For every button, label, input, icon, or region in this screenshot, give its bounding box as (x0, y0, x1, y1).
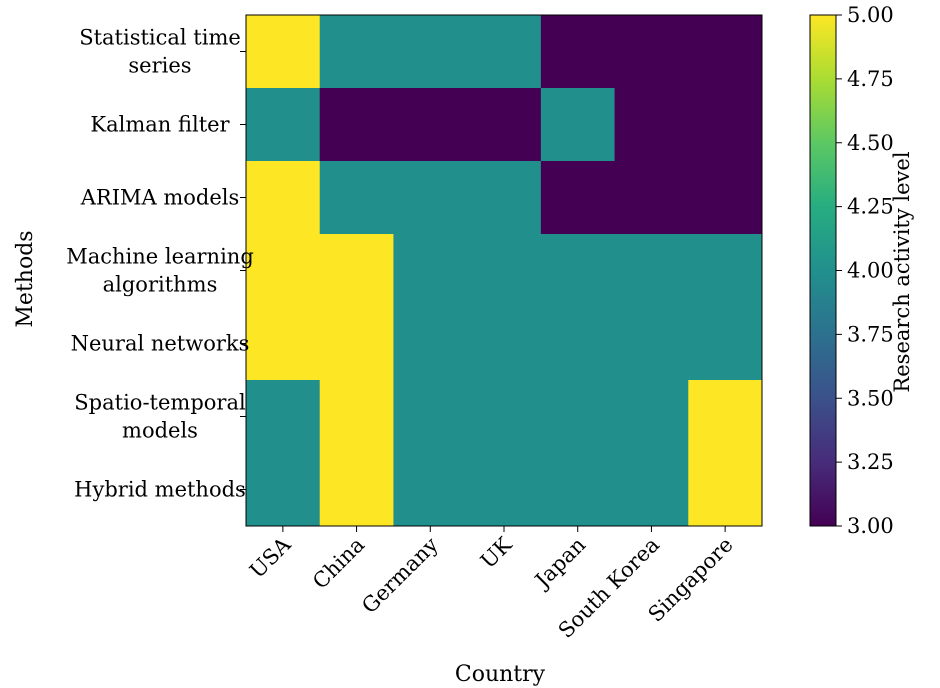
heatmap-cell (393, 380, 468, 454)
heatmap-cell (614, 380, 689, 454)
heatmap-cell (467, 453, 542, 527)
heatmap-cell (614, 88, 689, 162)
heatmap-cell (393, 234, 468, 308)
heatmap-cell (319, 88, 394, 162)
y-tick-label: Kalman filter (90, 113, 230, 137)
x-tick-label: China (308, 533, 369, 594)
heatmap-cell (688, 88, 763, 162)
heatmap-cell (393, 307, 468, 381)
heatmap-cell (688, 453, 763, 527)
colorbar-tick-label: 3.00 (847, 514, 894, 538)
x-tick-label: UK (476, 532, 517, 573)
colorbar-tick-label: 5.00 (847, 3, 894, 27)
colorbar-tick-label: 3.50 (847, 386, 894, 410)
colorbar-label: Research activity level (890, 151, 914, 392)
heatmap-cell (319, 380, 394, 454)
heatmap-cell (540, 234, 616, 308)
y-tick-label: Statistical time (79, 26, 241, 50)
heatmap-cell (467, 380, 542, 454)
heatmap-cell (467, 307, 542, 381)
y-tick-label: Machine learning (66, 245, 254, 269)
heatmap-cell (246, 234, 321, 308)
colorbar-tick-label: 4.25 (847, 195, 894, 219)
heatmap-cell (540, 380, 616, 454)
heatmap-cell (614, 453, 689, 527)
colorbar-tick-label: 4.75 (847, 67, 894, 91)
heatmap-cell (614, 234, 689, 308)
heatmap-cell (319, 15, 394, 89)
colorbar (809, 14, 837, 527)
colorbar-tick-label: 3.25 (847, 450, 894, 474)
x-tick-label: Germany (357, 532, 443, 618)
heatmap-cell (540, 307, 616, 381)
heatmap-cell (467, 88, 542, 162)
y-tick-label: Hybrid methods (74, 478, 246, 502)
colorbar-tick-label: 4.50 (847, 131, 894, 155)
heatmap-cell (393, 453, 468, 527)
colorbar-tick-label: 4.00 (847, 259, 894, 283)
heatmap-cell (319, 307, 394, 381)
heatmap-cells (246, 15, 763, 527)
y-axis-label: Methods (13, 230, 38, 327)
heatmap-cell (688, 15, 763, 89)
heatmap-cell (540, 88, 616, 162)
heatmap-cell (540, 453, 616, 527)
heatmap-cell (246, 15, 321, 89)
heatmap-cell (540, 161, 616, 235)
heatmap-cell (540, 15, 616, 89)
y-tick-label: Spatio-temporal (74, 391, 246, 415)
x-axis-label: Country (455, 662, 546, 687)
colorbar-ticks: 3.00 3.25 3.50 3.75 4.00 4.25 4.50 4.75 5.00 (836, 3, 894, 538)
heatmap-cell (467, 161, 542, 235)
heatmap-cell (319, 161, 394, 235)
x-tick-label: Japan (529, 533, 590, 594)
heatmap-cell (246, 88, 321, 162)
heatmap-cell (246, 307, 321, 381)
y-tick-label: Neural networks (71, 332, 250, 356)
heatmap-cell (319, 234, 394, 308)
heatmap-cell (393, 161, 468, 235)
heatmap-cell (614, 307, 689, 381)
heatmap-cell (614, 161, 689, 235)
y-tick-label: models (122, 419, 198, 443)
heatmap-cell (688, 161, 763, 235)
y-tick-label: series (128, 54, 191, 78)
y-tick-label: algorithms (103, 273, 218, 297)
heatmap-cell (467, 234, 542, 308)
y-tick-label: ARIMA models (80, 186, 240, 210)
heatmap-cell (319, 453, 394, 527)
heatmap-cell (614, 15, 689, 89)
x-tick-label: USA (245, 532, 296, 583)
heatmap-cell (467, 15, 542, 89)
heatmap-cell (688, 234, 763, 308)
colorbar-tick-label: 3.75 (847, 322, 894, 346)
heatmap-cell (246, 380, 321, 454)
heatmap-cell (393, 88, 468, 162)
heatmap-cell (393, 15, 468, 89)
heatmap-cell (688, 380, 763, 454)
y-axis-ticks: Statistical time series Kalman filter ARIMA… (66, 26, 254, 502)
heatmap-cell (246, 453, 321, 527)
heatmap-cell (246, 161, 321, 235)
heatmap-cell (688, 307, 763, 381)
